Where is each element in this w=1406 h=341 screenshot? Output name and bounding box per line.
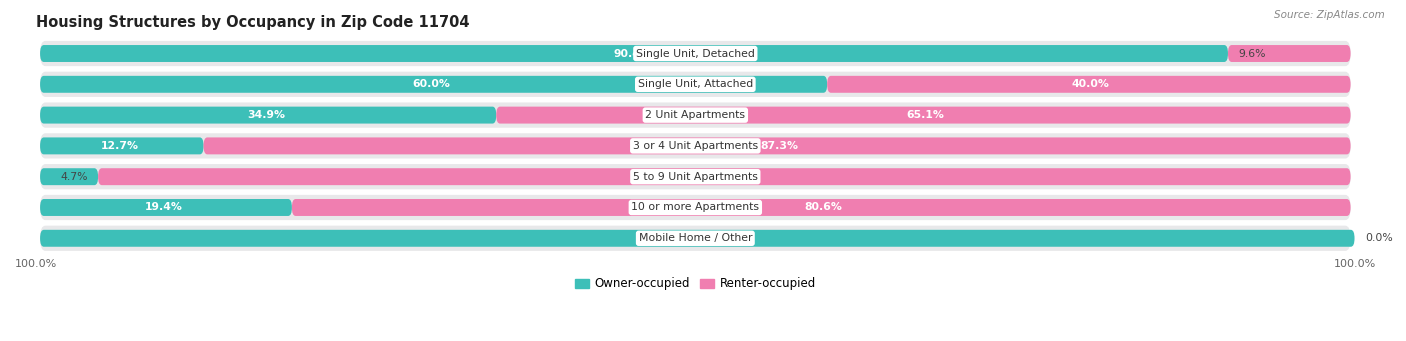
Text: 12.7%: 12.7% <box>101 141 139 151</box>
Text: 9.6%: 9.6% <box>1239 48 1265 59</box>
Text: 65.1%: 65.1% <box>907 110 945 120</box>
FancyBboxPatch shape <box>292 199 1351 216</box>
Text: 95.3%: 95.3% <box>707 172 745 182</box>
FancyBboxPatch shape <box>41 168 98 185</box>
FancyBboxPatch shape <box>98 168 1351 185</box>
Text: 0.0%: 0.0% <box>1365 233 1393 243</box>
FancyBboxPatch shape <box>41 199 292 216</box>
Text: 5 to 9 Unit Apartments: 5 to 9 Unit Apartments <box>633 172 758 182</box>
Text: 60.0%: 60.0% <box>413 79 450 89</box>
FancyBboxPatch shape <box>41 137 204 154</box>
FancyBboxPatch shape <box>1227 45 1351 62</box>
FancyBboxPatch shape <box>41 230 1354 247</box>
FancyBboxPatch shape <box>204 137 1351 154</box>
FancyBboxPatch shape <box>41 103 1351 128</box>
Text: 80.6%: 80.6% <box>804 203 842 212</box>
FancyBboxPatch shape <box>41 107 496 123</box>
Text: 4.7%: 4.7% <box>60 172 87 182</box>
FancyBboxPatch shape <box>41 226 1351 251</box>
Text: 10 or more Apartments: 10 or more Apartments <box>631 203 759 212</box>
Text: Single Unit, Detached: Single Unit, Detached <box>636 48 755 59</box>
Text: Source: ZipAtlas.com: Source: ZipAtlas.com <box>1274 10 1385 20</box>
FancyBboxPatch shape <box>496 107 1351 123</box>
Text: 40.0%: 40.0% <box>1071 79 1109 89</box>
FancyBboxPatch shape <box>41 164 1351 189</box>
Text: Mobile Home / Other: Mobile Home / Other <box>638 233 752 243</box>
FancyBboxPatch shape <box>827 76 1351 93</box>
FancyBboxPatch shape <box>41 45 1227 62</box>
Text: Housing Structures by Occupancy in Zip Code 11704: Housing Structures by Occupancy in Zip C… <box>37 15 470 30</box>
FancyBboxPatch shape <box>41 195 1351 220</box>
Text: 2 Unit Apartments: 2 Unit Apartments <box>645 110 745 120</box>
Text: 3 or 4 Unit Apartments: 3 or 4 Unit Apartments <box>633 141 758 151</box>
Text: 87.3%: 87.3% <box>761 141 799 151</box>
FancyBboxPatch shape <box>41 133 1351 159</box>
Text: 19.4%: 19.4% <box>145 203 183 212</box>
Text: 34.9%: 34.9% <box>247 110 285 120</box>
FancyBboxPatch shape <box>41 76 827 93</box>
FancyBboxPatch shape <box>41 72 1351 97</box>
FancyBboxPatch shape <box>41 41 1351 66</box>
Text: 100.0%: 100.0% <box>672 233 718 243</box>
Text: 90.4%: 90.4% <box>613 48 651 59</box>
Legend: Owner-occupied, Renter-occupied: Owner-occupied, Renter-occupied <box>569 273 821 295</box>
Text: Single Unit, Attached: Single Unit, Attached <box>638 79 754 89</box>
